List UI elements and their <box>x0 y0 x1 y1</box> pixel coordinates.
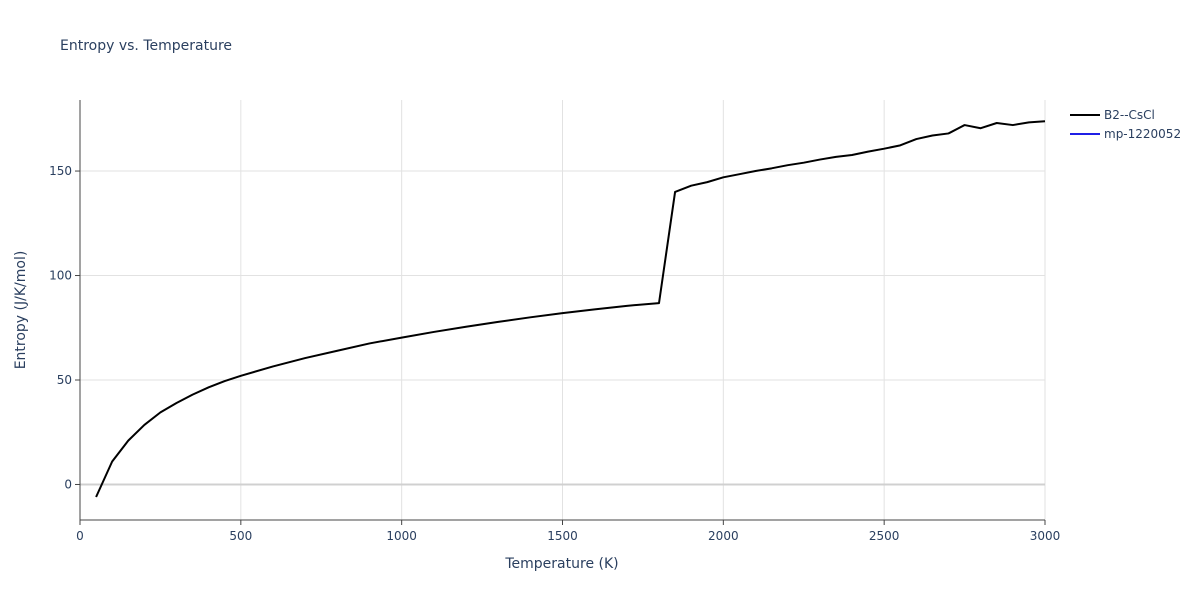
x-axis-title: Temperature (K) <box>504 556 618 572</box>
y-tick-label: 150 <box>49 164 72 178</box>
x-tick-label: 3000 <box>1030 529 1061 543</box>
x-tick-label: 2000 <box>708 529 739 543</box>
x-tick-label: 1500 <box>547 529 578 543</box>
y-tick-label: 100 <box>49 269 72 283</box>
y-tick-label: 0 <box>64 477 72 491</box>
series-lines <box>95 120 1046 498</box>
legend-item-1: mp-1220052 <box>1104 127 1181 141</box>
y-axis-ticks: 0 50 100 150 <box>49 164 80 491</box>
x-tick-label: 0 <box>76 529 84 543</box>
gridlines <box>80 100 1046 520</box>
legend-item-0: B2--CsCl <box>1104 108 1155 122</box>
legend[interactable]: B2--CsCl mp-1220052 <box>1070 108 1181 141</box>
x-tick-label: 1000 <box>386 529 417 543</box>
x-tick-label: 500 <box>229 529 252 543</box>
y-tick-label: 50 <box>57 373 72 387</box>
x-axis-ticks: 0 500 1000 1500 2000 2500 3000 <box>76 520 1060 543</box>
series-line-0 <box>95 120 1046 498</box>
chart-title: Entropy vs. Temperature <box>60 38 232 54</box>
y-axis-title: Entropy (J/K/mol) <box>13 251 29 370</box>
x-tick-label: 2500 <box>869 529 900 543</box>
